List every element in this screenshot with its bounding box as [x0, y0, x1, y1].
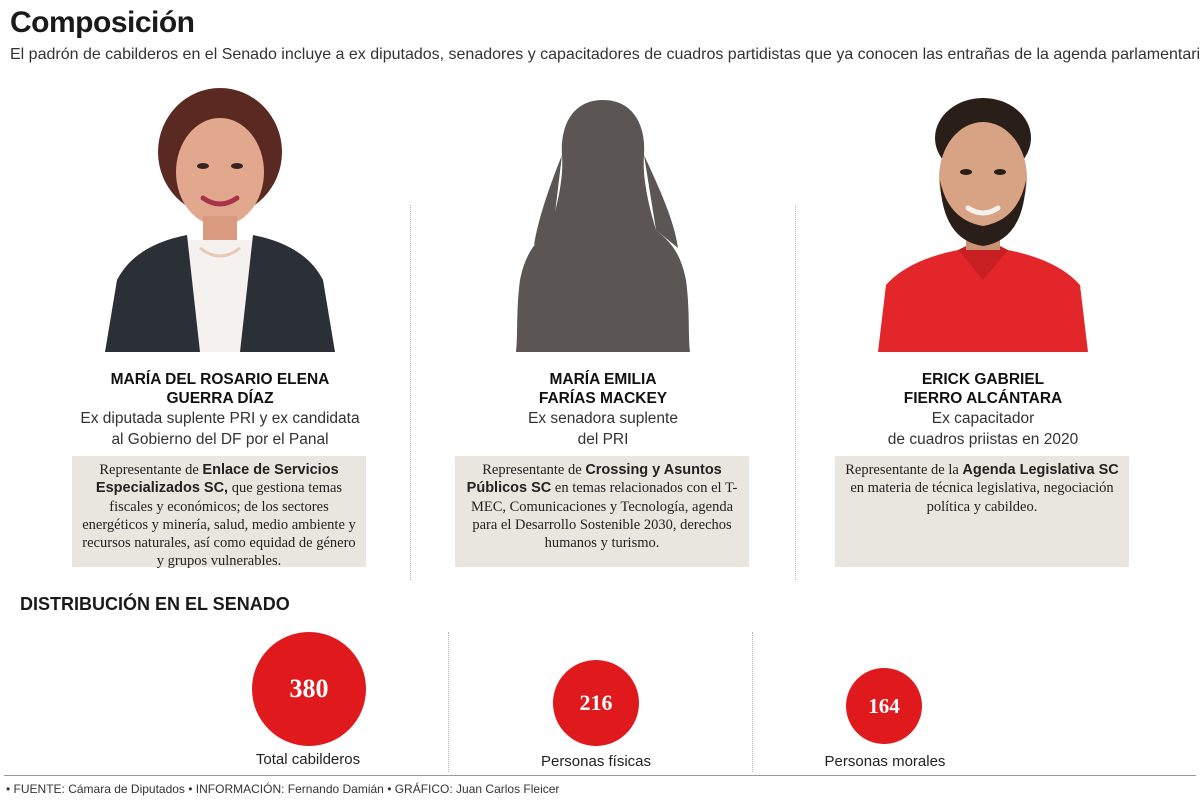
person-name: MARÍA DEL ROSARIO ELENA GUERRA DÍAZ — [110, 371, 330, 407]
distribution-title: DISTRIBUCIÓN EN EL SENADO — [20, 594, 290, 614]
stat-label: Total cabilderos — [255, 751, 361, 768]
person-name: ERICK GABRIEL FIERRO ALCÁNTARA — [903, 371, 1063, 407]
person-description: Representante de la Agenda Legislativa S… — [835, 456, 1129, 567]
person-role: Ex diputada suplente PRI y ex candidata … — [80, 410, 360, 448]
column-divider — [410, 205, 411, 580]
stat-value: 380 — [289, 674, 329, 703]
footer-divider — [4, 775, 1196, 776]
person-role: Ex senadora suplente del PRI — [528, 410, 678, 448]
footer-credits: • FUENTE: Cámara de Diputados • INFORMAC… — [6, 782, 560, 796]
person-description: Representante de Enlace de Servicios Esp… — [72, 456, 366, 569]
page-subtitle: El padrón de cabilderos en el Senado inc… — [10, 46, 1200, 63]
stat-circle-total: 380 — [252, 632, 366, 746]
column-divider — [752, 632, 753, 772]
column-divider — [795, 205, 796, 580]
man-portrait-icon — [878, 98, 1088, 352]
person-name: MARÍA EMILIA FARÍAS MACKEY — [538, 371, 668, 407]
stat-value: 216 — [579, 690, 613, 715]
woman-portrait-icon — [105, 88, 335, 352]
stat-value: 164 — [868, 693, 900, 718]
stat-label: Personas morales — [824, 753, 946, 770]
column-divider — [448, 632, 449, 772]
stat-label: Personas físicas — [540, 753, 652, 770]
person-card-1: MARÍA DEL ROSARIO ELENA GUERRA DÍAZ Ex d… — [60, 80, 380, 580]
page-title: Composición — [10, 6, 195, 39]
stat-circle-morales: 164 — [846, 668, 922, 744]
person-role: Ex capacitador de cuadros priistas en 20… — [887, 410, 1079, 448]
stat-circle-fisicas: 216 — [553, 660, 639, 746]
person-card-3: ERICK GABRIEL FIERRO ALCÁNTARA Ex capaci… — [823, 80, 1143, 580]
person-description: Representante de Crossing y Asuntos Públ… — [455, 456, 749, 567]
woman-silhouette-icon — [516, 100, 690, 352]
person-card-2: MARÍA EMILIA FARÍAS MACKEY Ex senadora s… — [443, 80, 763, 580]
